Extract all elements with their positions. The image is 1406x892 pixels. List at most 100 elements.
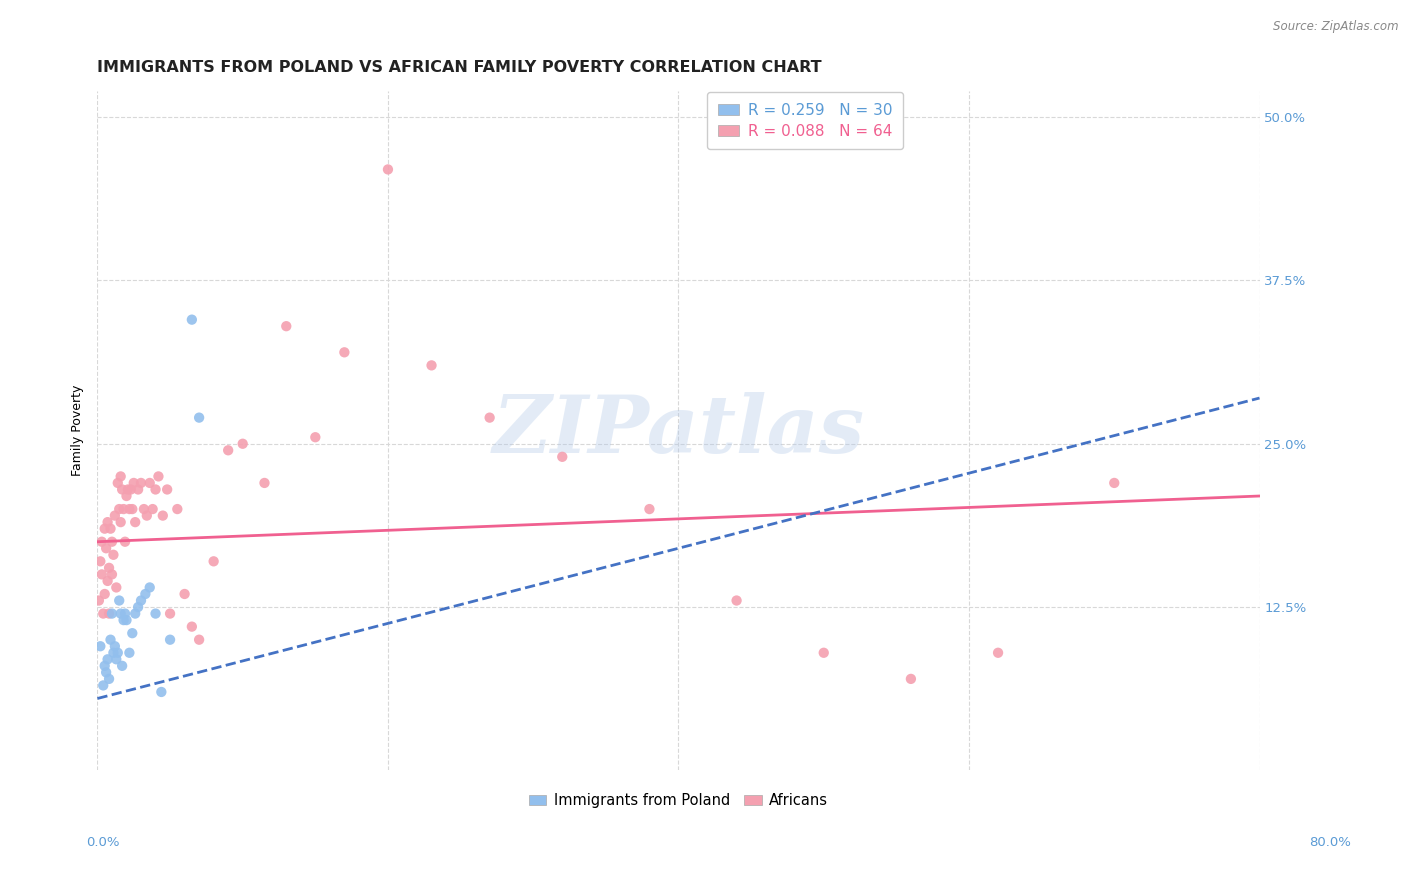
Point [107,475,129,490]
Point [98,561,121,575]
Point [100,632,122,647]
Point [180,620,202,634]
Point [900,672,922,686]
Point [107,646,129,660]
Point [276,319,298,334]
Point [98,672,121,686]
Point [987,646,1010,660]
Point [120,483,142,497]
Point [202,554,225,568]
Point [104,639,127,653]
Point [304,430,326,444]
Point [159,632,181,647]
Point [115,613,138,627]
Point [333,345,356,359]
Point [111,483,134,497]
Point [108,502,131,516]
Text: 0.0%: 0.0% [86,837,120,849]
Point [93,522,115,536]
Point [145,607,167,621]
Point [93,658,115,673]
Point [90,567,112,582]
Point [103,548,125,562]
Point [118,646,141,660]
Point [110,515,132,529]
Point [94,541,117,556]
Point [108,593,131,607]
Point [166,502,188,516]
Point [110,607,132,621]
Point [127,483,149,497]
Point [138,475,160,490]
Point [129,475,152,490]
Text: Source: ZipAtlas.com: Source: ZipAtlas.com [1274,20,1399,33]
Point [129,593,152,607]
Point [156,483,179,497]
Point [111,658,134,673]
Point [638,502,661,516]
Point [105,652,128,666]
Point [101,567,124,582]
Point [110,469,132,483]
Point [159,607,181,621]
Point [101,607,124,621]
Text: IMMIGRANTS FROM POLAND VS AFRICAN FAMILY POVERTY CORRELATION CHART: IMMIGRANTS FROM POLAND VS AFRICAN FAMILY… [97,60,823,75]
Point [97,652,120,666]
Point [148,469,170,483]
Point [101,534,124,549]
Point [97,574,120,588]
Point [127,600,149,615]
Point [180,312,202,326]
Point [112,502,135,516]
Point [112,613,135,627]
Point [725,593,748,607]
Point [134,587,156,601]
Point [124,607,146,621]
Point [138,581,160,595]
Point [121,502,143,516]
Text: ZIPatlas: ZIPatlas [492,392,865,469]
Point [150,685,173,699]
Point [87,593,110,607]
Point [122,475,145,490]
Point [114,534,136,549]
Point [420,359,443,373]
Point [91,678,114,692]
Point [90,534,112,549]
Point [105,581,128,595]
Point [1104,475,1126,490]
Point [377,162,399,177]
Point [152,508,174,523]
Point [813,646,835,660]
Point [188,410,211,425]
Point [145,483,167,497]
Point [173,587,195,601]
Point [93,587,115,601]
Point [188,632,211,647]
Point [100,522,122,536]
Point [117,483,139,497]
Text: 80.0%: 80.0% [1309,837,1351,849]
Point [89,639,111,653]
Legend: Immigrants from Poland, Africans: Immigrants from Poland, Africans [523,788,834,814]
Point [94,665,117,680]
Point [253,475,276,490]
Point [132,502,155,516]
Point [104,508,127,523]
Point [98,607,121,621]
Point [121,626,143,640]
Point [114,607,136,621]
Point [91,607,114,621]
Point [97,515,120,529]
Point [478,410,501,425]
Y-axis label: Family Poverty: Family Poverty [72,385,84,476]
Point [89,554,111,568]
Point [135,508,157,523]
Point [115,489,138,503]
Point [103,646,125,660]
Point [118,502,141,516]
Point [142,502,165,516]
Point [232,436,254,450]
Point [551,450,574,464]
Point [217,443,239,458]
